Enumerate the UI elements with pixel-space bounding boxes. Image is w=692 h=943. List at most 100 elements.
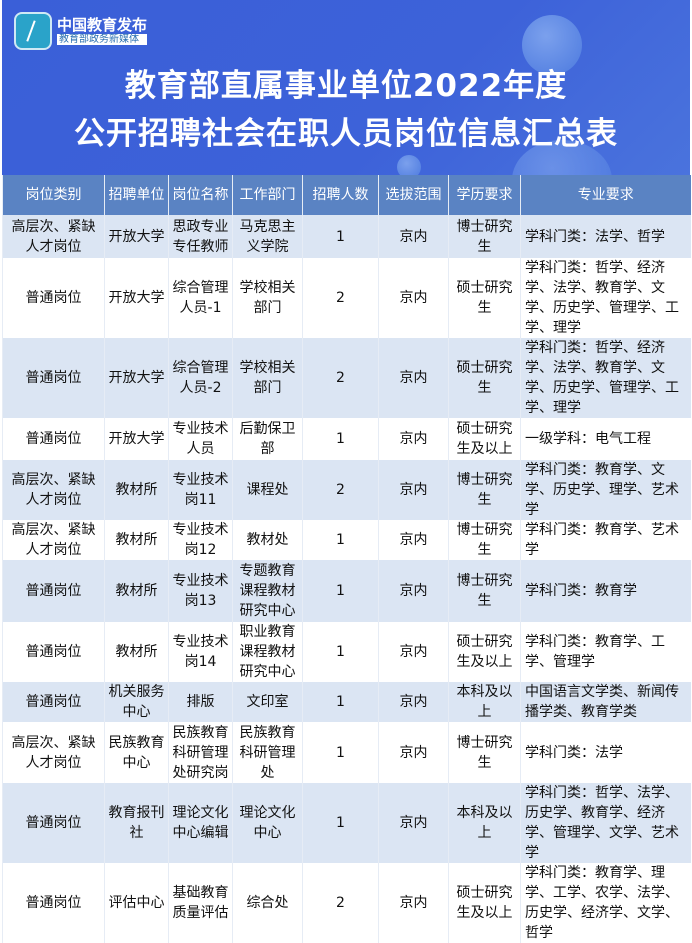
- cell-scope: 京内: [378, 338, 449, 418]
- logo-subtitle: 教育部政务新媒体: [57, 33, 148, 45]
- cell-department: 职业教育课程教材研究中心: [232, 622, 303, 682]
- cell-headcount: 1: [302, 560, 379, 622]
- table-row: 普通岗位 开放大学 专业技术人员 后勤保卫部 1 京内 硕士研究生及以上 一级学科：电气工程: [2, 418, 691, 460]
- column-header-employer: 招聘单位: [104, 175, 169, 215]
- cell-employer: 开放大学: [104, 338, 169, 418]
- cell-education: 硕士研究生: [448, 258, 521, 338]
- cell-category: 普通岗位: [2, 863, 105, 943]
- cell-employer: 教材所: [104, 622, 169, 682]
- cell-major: 学科门类：哲学、经济学、法学、教育学、文学、历史学、管理学、工学、理学: [520, 338, 691, 418]
- cell-education: 博士研究生: [448, 460, 521, 520]
- cell-headcount: 1: [302, 215, 379, 258]
- cell-scope: 京内: [378, 622, 449, 682]
- cell-position: 综合管理人员-2: [168, 338, 233, 418]
- column-header-category: 岗位类别: [2, 175, 105, 215]
- cell-employer: 教育报刊社: [104, 783, 169, 863]
- cell-scope: 京内: [378, 460, 449, 520]
- table-row: 高层次、紧缺人才岗位 教材所 专业技术岗11 课程处 2 京内 博士研究生 学科门类：教育学、…: [2, 460, 691, 520]
- cell-major: 学科门类：哲学、经济学、法学、教育学、文学、历史学、管理学、工学、理学: [520, 258, 691, 338]
- decorative-bubble: [397, 155, 421, 175]
- table-row: 高层次、紧缺人才岗位 民族教育中心 民族教育科研管理处研究岗 民族教育科研管理处 1 京内…: [2, 722, 691, 783]
- cell-position: 理论文化中心编辑: [168, 783, 233, 863]
- cell-position: 思政专业专任教师: [168, 215, 233, 258]
- decorative-bubble: [522, 15, 582, 75]
- cell-headcount: 1: [302, 783, 379, 863]
- cell-headcount: 1: [302, 622, 379, 682]
- cell-department: 理论文化中心: [232, 783, 303, 863]
- cell-department: 学校相关部门: [232, 258, 303, 338]
- cell-education: 硕士研究生及以上: [448, 622, 521, 682]
- cell-education: 硕士研究生: [448, 338, 521, 418]
- cell-category: 高层次、紧缺人才岗位: [2, 520, 105, 560]
- cell-major: 学科门类：哲学、法学、历史学、教育学、经济学、管理学、文学、艺术学: [520, 783, 691, 863]
- cell-category: 普通岗位: [2, 258, 105, 338]
- cell-department: 专题教育课程教材研究中心: [232, 560, 303, 622]
- page-title-line1: 教育部直属事业单位2022年度: [124, 68, 568, 104]
- cell-employer: 开放大学: [104, 258, 169, 338]
- column-header-major: 专业要求: [520, 175, 691, 215]
- cell-education: 博士研究生: [448, 560, 521, 622]
- cell-scope: 京内: [378, 783, 449, 863]
- cell-headcount: 2: [302, 338, 379, 418]
- page-title-line2: 公开招聘社会在职人员岗位信息汇总表: [74, 116, 618, 152]
- column-header-scope: 选拔范围: [378, 175, 449, 215]
- table-row: 普通岗位 教育报刊社 理论文化中心编辑 理论文化中心 1 京内 本科及以上 学科门类：哲学、法…: [2, 783, 691, 863]
- cell-major: 学科门类：法学、哲学: [520, 215, 691, 258]
- cell-education: 博士研究生: [448, 520, 521, 560]
- table-row: 高层次、紧缺人才岗位 教材所 专业技术岗12 教材处 1 京内 博士研究生 学科门类：教育学、…: [2, 520, 691, 560]
- cell-major: 学科门类：教育学、文学、历史学、理学、艺术学: [520, 460, 691, 520]
- logo-name: 中国教育发布: [57, 16, 148, 35]
- cell-category: 普通岗位: [2, 338, 105, 418]
- column-header-headcount: 招聘人数: [302, 175, 379, 215]
- table-row: 普通岗位 开放大学 综合管理人员-1 学校相关部门 2 京内 硕士研究生 学科门类：哲学、经济…: [2, 258, 691, 338]
- cell-education: 本科及以上: [448, 783, 521, 863]
- cell-department: 马克思主义学院: [232, 215, 303, 258]
- table-row: 普通岗位 教材所 专业技术岗14 职业教育课程教材研究中心 1 京内 硕士研究生及以上 学科门…: [2, 622, 691, 682]
- cell-department: 综合处: [232, 863, 303, 943]
- cell-education: 硕士研究生及以上: [448, 418, 521, 460]
- cell-scope: 京内: [378, 863, 449, 943]
- cell-scope: 京内: [378, 520, 449, 560]
- cell-category: 高层次、紧缺人才岗位: [2, 460, 105, 520]
- cell-major: 学科门类：教育学、工学、管理学: [520, 622, 691, 682]
- cell-department: 教材处: [232, 520, 303, 560]
- cell-position: 排版: [168, 682, 233, 722]
- cell-headcount: 1: [302, 722, 379, 783]
- cell-category: 普通岗位: [2, 682, 105, 722]
- cell-major: 中国语言文学类、新闻传播学类、教育学类: [520, 682, 691, 722]
- cell-employer: 机关服务中心: [104, 682, 169, 722]
- cell-scope: 京内: [378, 258, 449, 338]
- table-row: 普通岗位 开放大学 综合管理人员-2 学校相关部门 2 京内 硕士研究生 学科门类：哲学、经济…: [2, 338, 691, 418]
- cell-headcount: 2: [302, 460, 379, 520]
- logo: 中国教育发布 教育部政务新媒体: [14, 12, 148, 50]
- cell-major: 学科门类：教育学: [520, 560, 691, 622]
- cell-major: 学科门类：法学: [520, 722, 691, 783]
- cell-category: 高层次、紧缺人才岗位: [2, 722, 105, 783]
- cell-position: 专业技术人员: [168, 418, 233, 460]
- column-header-department: 工作部门: [232, 175, 303, 215]
- cell-department: 课程处: [232, 460, 303, 520]
- cell-employer: 开放大学: [104, 418, 169, 460]
- cell-category: 高层次、紧缺人才岗位: [2, 215, 105, 258]
- column-header-education: 学历要求: [448, 175, 521, 215]
- cell-scope: 京内: [378, 418, 449, 460]
- cell-scope: 京内: [378, 560, 449, 622]
- cell-headcount: 2: [302, 863, 379, 943]
- cell-employer: 教材所: [104, 520, 169, 560]
- cell-position: 专业技术岗11: [168, 460, 233, 520]
- cell-major: 学科门类：教育学、艺术学: [520, 520, 691, 560]
- cell-position: 专业技术岗13: [168, 560, 233, 622]
- cell-major: 学科门类：教育学、理学、工学、农学、法学、历史学、经济学、文学、哲学: [520, 863, 691, 943]
- cell-headcount: 1: [302, 682, 379, 722]
- cell-category: 普通岗位: [2, 783, 105, 863]
- cell-scope: 京内: [378, 215, 449, 258]
- cell-headcount: 1: [302, 418, 379, 460]
- table-row: 高层次、紧缺人才岗位 开放大学 思政专业专任教师 马克思主义学院 1 京内 博士研究生 学科门…: [2, 215, 691, 258]
- cell-category: 普通岗位: [2, 560, 105, 622]
- cell-scope: 京内: [378, 682, 449, 722]
- cell-employer: 民族教育中心: [104, 722, 169, 783]
- cell-department: 后勤保卫部: [232, 418, 303, 460]
- cell-department: 学校相关部门: [232, 338, 303, 418]
- cell-position: 综合管理人员-1: [168, 258, 233, 338]
- cell-department: 民族教育科研管理处: [232, 722, 303, 783]
